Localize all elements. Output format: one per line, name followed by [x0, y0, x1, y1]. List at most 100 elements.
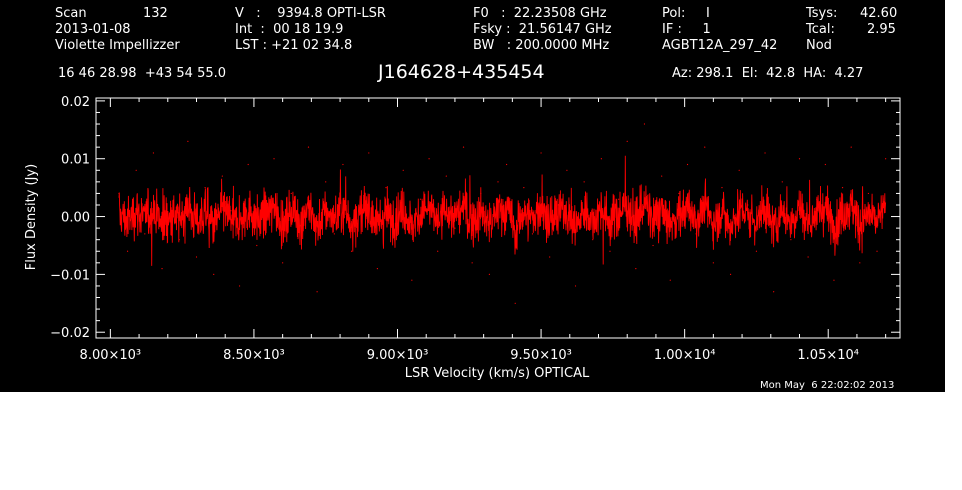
source-coordinates: 16 46 28.98 +43 54 55.0: [58, 66, 227, 81]
spectrum-point: [325, 181, 327, 183]
spectrum-point: [264, 198, 267, 200]
spectrum-point: [738, 169, 740, 171]
spectrum-point: [540, 152, 542, 154]
spectrum-point: [256, 244, 258, 247]
spectrum-point: [238, 285, 241, 287]
timestamp: Mon May 6 22:02:02 2013: [760, 380, 895, 391]
plot-panel: Scan 132 2013-01-08 Violette Impellizzer…: [0, 0, 945, 392]
spectrum-point: [523, 187, 525, 189]
spectrum-point: [747, 204, 749, 206]
spectrum-point: [135, 169, 137, 171]
spectrum-point: [376, 268, 378, 270]
spectrum-point: [885, 158, 887, 160]
spectrum-point: [816, 198, 818, 200]
spectrum-trace: [118, 155, 887, 266]
spectrum-point: [669, 279, 671, 281]
x-tick-label: 8.00×10³: [80, 348, 142, 363]
spectrum-point: [359, 204, 361, 206]
spectrum-point: [807, 256, 809, 258]
spectrum-point: [221, 175, 223, 177]
spectrum-point: [686, 163, 689, 166]
y-tick-label: 0.00: [61, 211, 90, 226]
bandwidth-line: BW : 200.0000 MHz: [473, 38, 610, 53]
spectrum-point: [583, 181, 585, 183]
lst-line: LST : +21 02 34.8: [235, 38, 353, 53]
spectrum-point: [626, 140, 628, 142]
spectrum-point: [531, 233, 534, 235]
integration-line: Int : 00 18 19.9: [235, 22, 344, 37]
spectrum-point: [342, 163, 344, 166]
spectrum-point: [704, 146, 706, 148]
spectrum-point: [462, 146, 465, 148]
x-tick-label: 9.00×10³: [367, 348, 429, 363]
y-axis-label: Flux Density (Jy): [24, 164, 39, 270]
spectrum-point: [118, 192, 120, 195]
spectrum-point: [618, 198, 620, 200]
spectrum-point: [867, 192, 870, 195]
tsys-label: Tsys:: [806, 6, 838, 21]
spectrum-point: [273, 158, 275, 160]
spectrum-point: [350, 250, 353, 252]
spectrum-point: [170, 204, 172, 206]
spectrum-point: [428, 158, 430, 160]
spectrum-point: [859, 262, 861, 264]
spectrum-point: [549, 256, 551, 258]
spectrum-point: [394, 239, 396, 241]
spectrum-point: [368, 152, 370, 154]
y-tick-label: 0.02: [61, 95, 90, 110]
spectrum-point: [729, 273, 732, 275]
spectrum-point: [790, 239, 792, 241]
spectrum-point: [144, 233, 146, 235]
x-tick-label: 8.50×10³: [223, 348, 285, 363]
spectrum-point: [230, 210, 232, 212]
sky-frequency-line: Fsky : 21.56147 GHz: [473, 22, 612, 37]
spectrum-point: [721, 187, 723, 189]
spectrum-point: [712, 262, 714, 264]
spectrum-point: [566, 169, 568, 171]
y-tick-label: −0.01: [50, 268, 90, 283]
spectrum-point: [574, 285, 577, 287]
spectrum-point: [126, 250, 129, 252]
spectrum-point: [600, 158, 602, 160]
spectrum-point: [213, 273, 215, 275]
spectrum-point: [282, 262, 284, 264]
tcal-value: 2.95: [867, 22, 896, 37]
spectrum-point: [445, 175, 447, 177]
spectrum-point: [773, 291, 775, 293]
spectrum-point: [876, 250, 878, 252]
spectrum-point: [419, 198, 422, 200]
spectrum-point: [178, 239, 180, 241]
spectrum-point: [402, 169, 404, 171]
spectrum-point: [850, 146, 852, 148]
spectrum-point: [299, 227, 301, 229]
spectrum-point: [195, 256, 198, 258]
spectrum-point: [635, 268, 637, 270]
spectrum-point: [678, 192, 680, 195]
az-el-ha: Az: 298.1 El: 42.8 HA: 4.27: [672, 66, 864, 81]
spectrum-point: [411, 279, 413, 281]
source-name: J164628+435454: [378, 61, 545, 83]
spectrum-point: [488, 273, 490, 275]
spectrum-point: [454, 227, 456, 229]
x-axis-label: LSR Velocity (km/s) OPTICAL: [405, 366, 590, 381]
if-line: IF : 1: [662, 22, 711, 37]
x-tick-label: 1.05×10⁴: [797, 348, 859, 363]
tsys-value: 42.60: [860, 6, 898, 21]
x-tick-label: 9.50×10³: [510, 348, 572, 363]
spectrum-point: [497, 181, 499, 183]
spectrum-point: [506, 163, 508, 166]
spectrum-point: [592, 239, 594, 241]
scan-value: 132: [143, 6, 168, 21]
spectrum-point: [152, 152, 155, 154]
spectrum-point: [798, 158, 801, 160]
spectrum-point: [755, 250, 758, 252]
spectrum-point: [204, 187, 206, 189]
plot-frame: [95, 97, 901, 339]
observer-name: Violette Impellizzer: [55, 38, 180, 53]
spectrum-point: [514, 302, 516, 304]
spectrum-point: [480, 192, 482, 195]
spectrum-point: [316, 291, 318, 293]
spectrum-point: [290, 192, 292, 195]
spectrum-point: [643, 123, 646, 125]
